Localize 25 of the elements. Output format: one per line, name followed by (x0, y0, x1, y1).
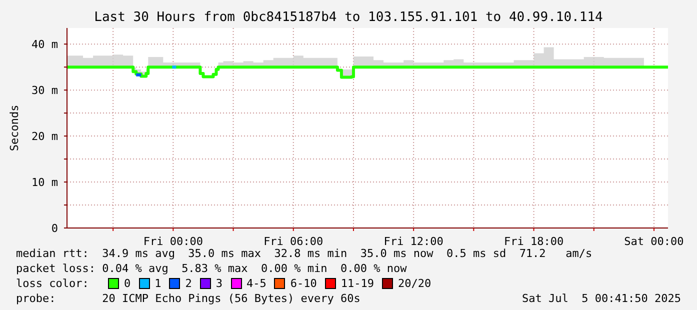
x-tick-label: Fri 12:00 (384, 235, 444, 248)
x-tick-label: Sat 00:00 (624, 235, 684, 248)
y-tick-label: 10 m (32, 176, 58, 190)
x-tick-label: Fri 18:00 (504, 235, 564, 248)
legend-title: loss color: (16, 276, 90, 291)
legend-label: 11-19 (340, 276, 374, 291)
legend-label: 20/20 (397, 276, 432, 291)
y-tick-label: 40 m (32, 38, 58, 52)
legend-label: 1 (154, 276, 162, 291)
y-tick-label: 0 (51, 222, 58, 235)
x-tick-label: Fri 00:00 (143, 235, 203, 248)
y-tick-label: 30 m (32, 84, 58, 98)
y-axis-title: Seconds (8, 104, 21, 152)
y-tick-label: 20 m (32, 130, 58, 144)
legend-label: 0 (123, 276, 131, 291)
text: median rtt: 34.9 ms avg 35.0 ms max 32.8 ms min 35.0 ms now 0.5 ms sd 71.2 am/s (16, 247, 592, 260)
text: packet loss: 0.04 % avg 5.83 % max 0.00 % min 0.00 % now (16, 261, 408, 276)
legend-label: 2 (184, 276, 192, 291)
legend-label: 3 (214, 276, 222, 291)
chart-title: Last 30 Hours from 0bc8415187b4 to 103.155.91.101 to 40.99.10.114 (93, 10, 604, 25)
legend-label: 6-10 (289, 276, 317, 291)
legend-label: 4-5 (246, 276, 266, 291)
text: probe: 20 ICMP Echo Pings (56 Bytes) every 60s (16, 291, 360, 306)
text: Sat Jul 5 00:41:50 2025 (522, 291, 681, 306)
x-tick-label: Fri 06:00 (264, 235, 324, 248)
